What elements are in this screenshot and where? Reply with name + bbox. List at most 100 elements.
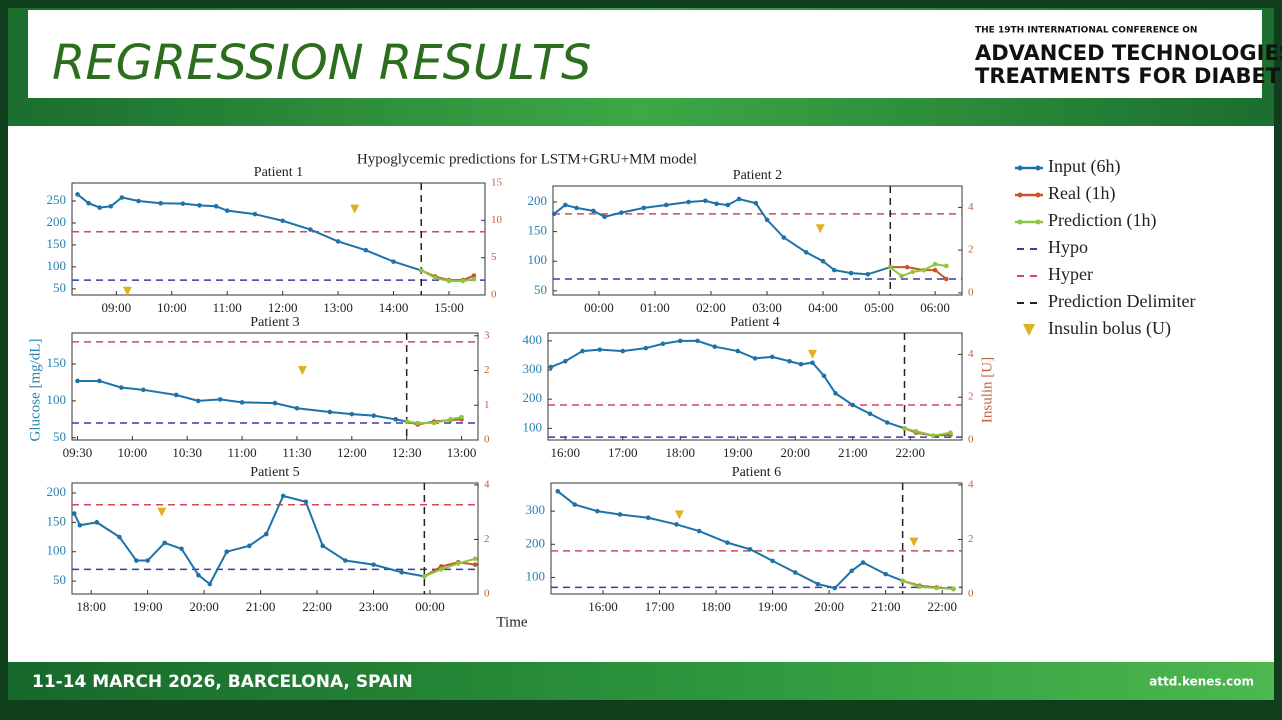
series-point [902, 426, 907, 431]
x-tick-label: 15:00 [434, 300, 464, 315]
series-point [563, 202, 568, 208]
series-point [725, 540, 730, 545]
series-point [399, 569, 405, 575]
y2-tick-label: 0 [484, 588, 490, 600]
x-tick-label: 21:00 [246, 599, 276, 614]
series-point [471, 276, 477, 282]
series-point [770, 558, 775, 564]
series-point [280, 218, 285, 224]
legend-label: Real (1h) [1048, 183, 1115, 204]
y-tick-label: 200 [528, 193, 548, 208]
series-point [173, 392, 179, 398]
series-point [349, 411, 355, 417]
series-point [119, 385, 124, 390]
legend-swatch [1023, 324, 1035, 336]
series-point [108, 203, 114, 209]
insulin-bolus [157, 507, 167, 517]
series-point [910, 269, 915, 275]
x-tick-label: 14:00 [379, 300, 409, 315]
x-tick-label: 22:00 [302, 599, 332, 614]
x-tick-label: 22:00 [927, 599, 957, 614]
series-point [141, 387, 146, 393]
series-point [677, 338, 683, 344]
series-point [415, 420, 420, 426]
legend-label: Insulin bolus (U) [1048, 318, 1171, 339]
x-tick-label: 12:00 [337, 445, 367, 460]
insulin-bolus [350, 204, 360, 214]
series-point [117, 534, 122, 540]
insulin-bolus [674, 510, 684, 520]
y-tick-label: 150 [47, 236, 67, 251]
series-point [459, 414, 464, 420]
series-point [77, 522, 83, 528]
y2-tick-label: 3 [484, 329, 490, 341]
series-point [280, 493, 286, 499]
series-point [686, 199, 691, 205]
series-point [703, 198, 708, 204]
x-tick-label: 22:00 [895, 445, 925, 460]
series-point [272, 400, 278, 406]
series-point [213, 203, 219, 209]
series-point [781, 235, 787, 240]
series-point [471, 273, 477, 278]
series-point [641, 205, 647, 211]
series-point [418, 268, 424, 273]
series-point [899, 273, 904, 279]
legend-swatch [1035, 192, 1041, 198]
y2-tick-label: 2 [968, 533, 974, 545]
panel-title: Patient 1 [254, 165, 303, 180]
series-point [932, 267, 938, 273]
x-tick-label: 00:00 [415, 599, 445, 614]
x-tick-label: 09:30 [63, 445, 93, 460]
series-point [617, 512, 623, 517]
series-point [849, 568, 855, 574]
series-point [555, 488, 561, 494]
series-point [696, 528, 702, 534]
x-tick-label: 19:00 [133, 599, 163, 614]
series-point [196, 572, 201, 578]
footer-dates: 11-14 MARCH 2026, BARCELONA, SPAIN [32, 672, 413, 692]
series-point [320, 543, 326, 549]
legend-swatch [1035, 219, 1041, 225]
series-point [391, 259, 396, 264]
series-point [934, 585, 939, 591]
y2-tick-label: 0 [968, 286, 974, 298]
x-tick-label: 21:00 [871, 599, 901, 614]
series-line [902, 579, 954, 590]
series-point [832, 585, 838, 591]
legend-label: Hypo [1048, 237, 1088, 257]
y2-tick-label: 0 [484, 434, 490, 446]
x-tick-label: 11:00 [213, 300, 242, 315]
series-point [432, 275, 438, 281]
series-point [787, 358, 792, 364]
series-point [883, 571, 888, 577]
series-point [448, 417, 453, 422]
series-point [900, 578, 905, 584]
series-point [792, 570, 798, 575]
series-point [831, 267, 837, 273]
y2-tick-label: 4 [968, 201, 974, 213]
y2-tick-label: 1 [484, 399, 490, 411]
series-point [595, 508, 600, 514]
series-point [930, 433, 936, 438]
x-tick-label: 21:00 [838, 445, 868, 460]
series-point [820, 258, 826, 264]
y-tick-label: 50 [53, 572, 66, 587]
series-point [180, 201, 186, 206]
x-tick-label: 16:00 [588, 599, 618, 614]
y2-tick-label: 2 [484, 364, 490, 376]
x-tick-label: 02:00 [696, 300, 726, 315]
x-axis-label: Time [496, 614, 527, 630]
plot-frame [550, 482, 963, 595]
y-tick-label: 150 [528, 223, 548, 238]
legend-swatch [1017, 165, 1023, 171]
panel-title: Patient 5 [250, 465, 299, 480]
series-point [252, 211, 258, 217]
x-tick-label: 20:00 [780, 445, 810, 460]
y-tick-label: 100 [47, 258, 67, 273]
series-point [197, 203, 202, 208]
y2-tick-label: 4 [484, 478, 490, 490]
series-point [597, 347, 603, 352]
series-point [753, 200, 759, 206]
